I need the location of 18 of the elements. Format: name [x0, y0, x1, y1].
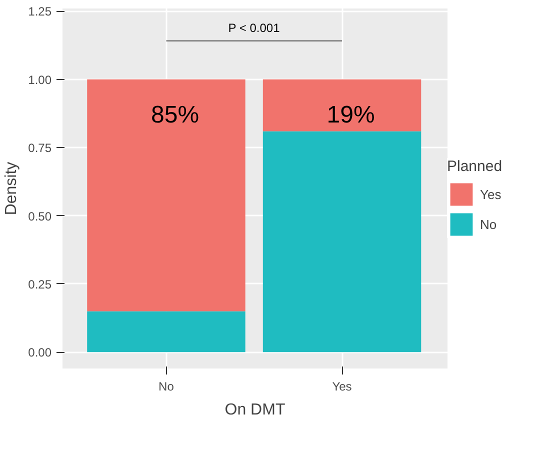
- y-tick-label: 0.50: [28, 209, 52, 224]
- data-label: 85%: [150, 101, 200, 128]
- legend-label: No: [480, 216, 498, 232]
- x-axis-title: On DMT: [224, 402, 286, 418]
- annotation: P < 0.001: [228, 20, 280, 35]
- y-tick-label: 1.25: [28, 4, 52, 19]
- y-tick-label: 0.00: [28, 346, 52, 360]
- bar: [87, 79, 246, 312]
- bar: [262, 131, 422, 352]
- y-tick-label: 0.75: [28, 141, 52, 156]
- y-tick-label: 0.25: [28, 277, 52, 292]
- data-label: 19%: [326, 101, 375, 128]
- legend-label: Yes: [480, 186, 502, 202]
- legend-title: Planned: [447, 158, 502, 175]
- bar: [87, 311, 246, 352]
- bar: [262, 79, 422, 132]
- y-tick-label: 1.00: [28, 72, 52, 87]
- y-axis-title: Density: [3, 162, 20, 216]
